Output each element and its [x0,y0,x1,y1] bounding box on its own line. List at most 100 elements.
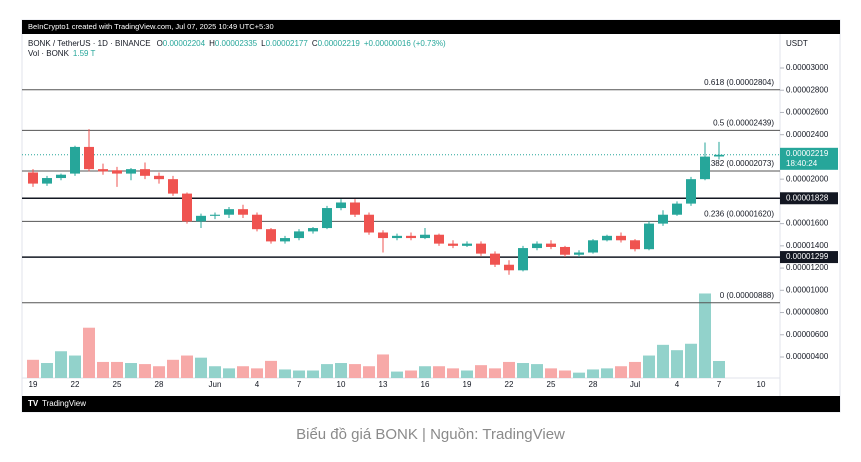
candle-body [588,240,598,253]
fib-label: 0 (0.00000888) [720,291,775,300]
last-price-tag [780,147,838,170]
volume-bar [293,370,305,378]
candle-body [336,202,346,209]
price-tag [780,192,838,205]
candle-body [714,154,724,157]
volume-bar [671,350,683,378]
y-tick-label: 0.00003000 [786,63,829,72]
price-tag-label: 0.00001299 [786,252,829,261]
ohlc-letter: C [312,39,318,48]
x-tick-label: 19 [29,380,38,389]
volume-bar [153,366,165,378]
volume-bar [55,351,67,378]
candle-body [224,209,234,215]
candle-body [350,202,360,215]
volume-bar [97,361,109,378]
volume-legend: Vol · BONK 1.59 T [28,49,96,58]
ohlc-letter: L [261,39,266,48]
volume-bar [433,366,445,378]
price-tag [780,251,838,264]
candle-body [644,223,654,250]
candle-body [392,235,402,239]
x-tick-label: 28 [589,380,598,389]
symbol: BONK / TetherUS · 1D · BINANCE [28,39,151,48]
volume-bar [209,366,221,378]
logo-text: TradingView [42,399,86,408]
candle-body [560,246,570,255]
volume-bar [139,364,151,378]
candle-body [294,231,304,239]
volume-bar [307,370,319,378]
volume-bar [657,344,669,378]
candle-body [98,169,108,172]
candle-body [602,235,612,241]
candle-body [378,232,388,239]
volume-bar [279,369,291,378]
volume-bar [363,366,375,378]
candle-body [462,243,472,246]
volume-bar [601,368,613,378]
x-tick-label: 4 [255,380,260,389]
last-price-label: 0.00002219 [786,149,829,158]
ohlc-letter: H [209,39,215,48]
volume-bar [545,368,557,378]
volume-bar [69,355,81,378]
candle-body [252,214,262,230]
volume-bar [517,363,529,378]
volume-bar [489,368,501,378]
x-tick-label: 28 [155,380,164,389]
volume-bar [167,359,179,378]
candle-body [196,215,206,222]
x-tick-label: 16 [421,380,430,389]
candle-body [420,234,430,239]
candle-body [322,208,332,229]
candle-body [238,209,248,215]
ohlc-value: 0.00002204 [163,39,206,48]
x-tick-label: 7 [297,380,302,389]
candle-body [672,203,682,215]
candle-body [434,234,444,244]
candle-body [686,179,696,204]
x-tick-label: 4 [675,380,680,389]
x-tick-label: 13 [379,380,388,389]
chart: BeInCrypto1 created with TradingView.com… [21,19,841,413]
volume-bar [27,359,39,378]
volume-bar [447,368,459,378]
y-tick-label: 0.00002600 [786,108,829,117]
x-tick-label: 7 [717,380,722,389]
volume-bar [573,372,585,378]
ohlc-value: 0.00002335 [215,39,258,48]
y-tick-label: 0.00002800 [786,85,829,94]
volume-bar [237,366,249,378]
candle-body [56,174,66,179]
volume-bar [699,293,711,378]
x-tick-label: 10 [757,380,766,389]
volume-bar [643,355,655,378]
candle-body [700,156,710,180]
y-tick-label: 0.00000600 [786,330,829,339]
candle-body [28,172,38,184]
x-tick-label: 22 [71,380,80,389]
y-tick-label: 0.00000400 [786,352,829,361]
candle-body [532,243,542,249]
candle-body [546,243,556,247]
candle-body [658,214,668,224]
fib-label: 0.5 (0.00002439) [713,118,774,127]
candle-body [70,146,80,174]
volume-bar [629,361,641,378]
change: +0.00000016 (+0.73%) [364,39,446,48]
y-tick-label: 0.00001000 [786,285,829,294]
volume-bar [559,370,571,378]
y-tick-label: 0.00002400 [786,130,829,139]
volume-bar [349,364,361,378]
fib-label: 0.236 (0.00001620) [704,210,774,219]
x-tick-label: Jun [209,380,222,389]
volume-bar [83,327,95,378]
candle-body [154,175,164,180]
x-tick-label: 19 [463,380,472,389]
credit: BeInCrypto1 created with TradingView.com… [28,22,274,31]
volume-bar [587,369,599,378]
volume-bar [531,364,543,378]
candle-body [266,229,276,242]
